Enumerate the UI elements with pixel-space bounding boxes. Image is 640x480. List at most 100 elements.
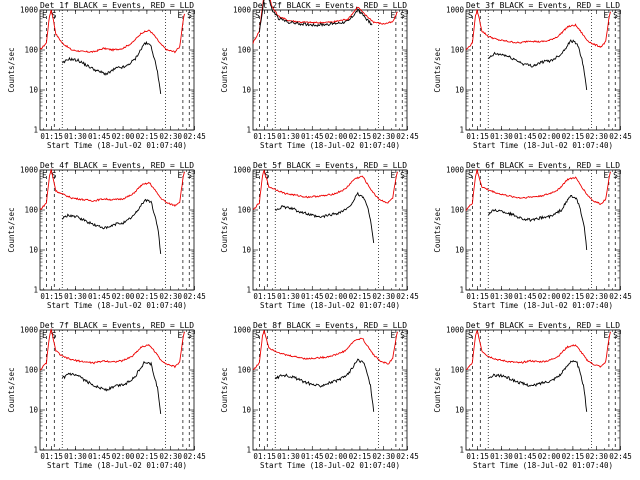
series-lld-line: [39, 9, 185, 54]
y-tick-label: 100: [24, 206, 38, 215]
x-tick-label: 02:30: [159, 452, 182, 461]
x-tick-label: 02:15: [136, 132, 159, 141]
y-tick-label: 10: [455, 246, 465, 255]
x-tick-label: 01:15: [253, 452, 276, 461]
plot-frame: [252, 169, 408, 291]
x-axis-label: Start Time (18-Jul-02 01:07:40): [47, 141, 187, 150]
x-tick-label: 01:30: [490, 292, 513, 301]
y-tick-label: 100: [237, 46, 251, 55]
x-tick-label: 01:45: [88, 452, 111, 461]
chart-panel-det-3: Det 3f BLACK = Events, RED = LLD 1 10 100 10…: [433, 1, 632, 150]
interval-mark-right: E S: [391, 11, 406, 20]
x-tick-label: 01:45: [514, 452, 537, 461]
y-tick-label: 100: [237, 206, 251, 215]
x-tick-label: 02:15: [136, 452, 159, 461]
x-tick-label: 02:30: [372, 292, 395, 301]
chart-panel-det-2: Det 2f BLACK = Events, RED = LLD 1 10 100 10…: [220, 0, 419, 150]
x-tick-label: 01:30: [64, 292, 87, 301]
x-tick-label: 01:30: [490, 132, 513, 141]
series-events-line: [61, 360, 162, 414]
x-tick-label: 01:45: [88, 132, 111, 141]
panel-title: Det 5f BLACK = Events, RED = LLD: [253, 161, 407, 170]
series-lld-line: [252, 168, 398, 210]
series-events-line: [61, 198, 162, 254]
panel-title: Det 4f BLACK = Events, RED = LLD: [40, 161, 194, 170]
x-tick-label: 01:15: [253, 292, 276, 301]
interval-mark-left: S: [255, 11, 260, 20]
y-tick-label: 100: [24, 46, 38, 55]
series-events-line: [258, 0, 373, 33]
x-tick-label: 02:45: [183, 452, 206, 461]
y-tick-label: 1: [459, 126, 464, 135]
y-axis-label: Counts/sec: [220, 47, 229, 92]
x-tick-label: 02:00: [538, 132, 561, 141]
series-lld-line: [465, 9, 611, 51]
panel-title: Det 3f BLACK = Events, RED = LLD: [466, 1, 620, 10]
x-tick-label: 02:15: [349, 292, 372, 301]
plot-frame: [39, 9, 195, 131]
x-axis-label: Start Time (18-Jul-02 01:07:40): [473, 461, 613, 470]
y-tick-label: 10: [242, 246, 252, 255]
x-tick-label: 02:45: [396, 132, 419, 141]
panel-title: Det 7f BLACK = Events, RED = LLD: [40, 321, 194, 330]
x-tick-label: 01:15: [40, 292, 63, 301]
x-tick-label: 02:15: [136, 292, 159, 301]
interval-mark-left: S: [468, 11, 473, 20]
x-axis-label: Start Time (18-Jul-02 01:07:40): [473, 301, 613, 310]
x-tick-label: 02:45: [183, 132, 206, 141]
y-tick-label: 1: [246, 446, 251, 455]
y-axis-label: Counts/sec: [7, 367, 16, 412]
interval-mark-right: E S: [178, 11, 193, 20]
x-tick-label: 02:00: [538, 452, 561, 461]
y-tick-label: 1000: [446, 326, 465, 335]
x-tick-label: 01:30: [490, 452, 513, 461]
interval-mark-right: E S: [391, 331, 406, 340]
series-events-line: [488, 359, 588, 412]
plot-frame: [39, 329, 195, 451]
x-tick-label: 01:30: [64, 132, 87, 141]
y-tick-label: 10: [242, 86, 252, 95]
y-axis-label: Counts/sec: [7, 207, 16, 252]
x-axis-label: Start Time (18-Jul-02 01:07:40): [260, 301, 400, 310]
x-tick-label: 01:15: [466, 292, 489, 301]
y-tick-label: 100: [450, 46, 464, 55]
series-events-line: [61, 40, 162, 94]
y-tick-label: 10: [455, 86, 465, 95]
x-tick-label: 02:30: [159, 292, 182, 301]
interval-mark-left: S: [468, 171, 473, 180]
x-axis-label: Start Time (18-Jul-02 01:07:40): [260, 461, 400, 470]
series-lld-line: [252, 0, 398, 44]
x-tick-label: 02:15: [562, 452, 585, 461]
x-tick-label: 01:15: [40, 132, 63, 141]
panel-title: Det 8f BLACK = Events, RED = LLD: [253, 321, 407, 330]
y-tick-label: 10: [29, 86, 39, 95]
y-axis-label: Counts/sec: [433, 207, 442, 252]
chart-panel-det-1: Det 1f BLACK = Events, RED = LLD 1 10 100 10…: [7, 1, 206, 150]
x-tick-label: 01:15: [466, 452, 489, 461]
y-tick-label: 1000: [233, 166, 252, 175]
x-tick-label: 02:45: [609, 132, 632, 141]
y-tick-label: 1000: [20, 6, 39, 15]
interval-mark-right: E S: [604, 171, 619, 180]
interval-mark-right: E S: [178, 171, 193, 180]
series-lld-line: [466, 329, 611, 371]
x-tick-label: 01:15: [253, 132, 276, 141]
x-tick-label: 02:30: [372, 452, 395, 461]
panel-title: Det 1f BLACK = Events, RED = LLD: [40, 1, 194, 10]
x-tick-label: 02:30: [159, 132, 182, 141]
x-axis-label: Start Time (18-Jul-02 01:07:40): [47, 301, 187, 310]
chart-panel-det-9: Det 9f BLACK = Events, RED = LLD 1 10 100 10…: [433, 321, 632, 470]
x-tick-label: 01:30: [277, 292, 300, 301]
y-tick-label: 1000: [20, 326, 39, 335]
chart-panel-det-5: Det 5f BLACK = Events, RED = LLD 1 10 100 10…: [220, 161, 419, 310]
y-tick-label: 1: [33, 446, 38, 455]
panel-title: Det 2f BLACK = Events, RED = LLD: [253, 1, 407, 10]
y-tick-label: 1: [459, 446, 464, 455]
x-tick-label: 01:30: [64, 452, 87, 461]
interval-mark-left: S: [468, 331, 473, 340]
y-tick-label: 100: [450, 366, 464, 375]
series-lld-line: [39, 168, 185, 211]
chart-panel-det-4: Det 4f BLACK = Events, RED = LLD 1 10 100 10…: [7, 161, 206, 310]
x-tick-label: 02:00: [112, 132, 135, 141]
